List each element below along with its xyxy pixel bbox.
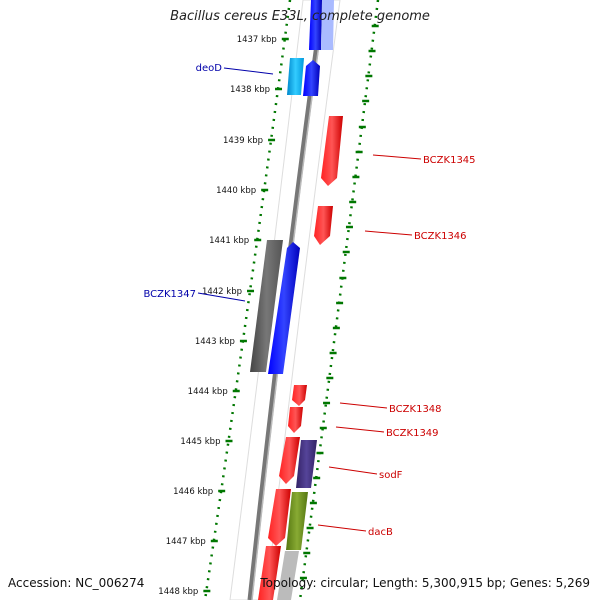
BCZK1349-gene-arrow[interactable] bbox=[288, 407, 303, 433]
BCZK1348-leader-line bbox=[339, 402, 388, 409]
sodF-leader-line bbox=[328, 466, 378, 475]
dacB-gene-arrow[interactable] bbox=[286, 492, 308, 550]
BCZK1345-leader-line bbox=[372, 154, 422, 160]
BCZK1345-gene-arrow[interactable] bbox=[321, 116, 343, 186]
genome-title: Bacillus cereus E33L, complete genome bbox=[170, 9, 430, 24]
kbp-tick-label: 1442 kbp bbox=[202, 287, 242, 297]
gene-label-BCZK1345[interactable]: BCZK1345 bbox=[423, 155, 476, 166]
BCZK1347-gene-arrow[interactable] bbox=[268, 242, 300, 374]
kbp-tick-label: 1439 kbp bbox=[223, 136, 263, 146]
gene-label-BCZK1346[interactable]: BCZK1346 bbox=[414, 231, 467, 242]
gene-label-BCZK1349[interactable]: BCZK1349 bbox=[386, 428, 439, 439]
deoD-feature-cyan[interactable] bbox=[287, 58, 304, 95]
gene-arrow-bottom-red[interactable] bbox=[258, 546, 281, 600]
BCZK1347-leader-line bbox=[197, 292, 246, 302]
dacB-red-arrow[interactable] bbox=[268, 489, 291, 546]
kbp-axis: 1437 kbp 1438 kbp 1439 kbp 1440 kbp 1441 kbp… bbox=[158, 24, 379, 597]
genome-stats-text: Topology: circular; Length: 5,300,915 bp… bbox=[260, 576, 590, 590]
feature-track bbox=[250, 0, 343, 600]
sodF-gene-arrow[interactable] bbox=[296, 440, 317, 488]
dacB-leader-line bbox=[317, 524, 367, 532]
gene-arrow-bottom-gray[interactable] bbox=[277, 551, 299, 600]
gene-arrow-top-light[interactable] bbox=[321, 0, 334, 50]
gene-label-sodF[interactable]: sodF bbox=[379, 470, 403, 481]
gene-labels: deoD BCZK1347 BCZK1345 BCZK1346 BCZK1348… bbox=[143, 63, 475, 538]
deoD-leader-line bbox=[223, 67, 274, 75]
kbp-tick-label: 1446 kbp bbox=[173, 487, 213, 497]
kbp-tick-label: 1448 kbp bbox=[158, 587, 198, 597]
BCZK1348-gene-arrow[interactable] bbox=[292, 385, 307, 406]
gene-arrow-top-forward[interactable] bbox=[309, 0, 322, 50]
kbp-tick-label: 1443 kbp bbox=[195, 337, 235, 347]
gene-label-lines bbox=[197, 67, 422, 532]
gene-label-deoD[interactable]: deoD bbox=[196, 63, 223, 74]
kbp-tick-label: 1444 kbp bbox=[188, 387, 228, 397]
kbp-tick-label: 1441 kbp bbox=[209, 236, 249, 246]
kbp-tick-label: 1445 kbp bbox=[180, 437, 220, 447]
gene-label-BCZK1348[interactable]: BCZK1348 bbox=[389, 404, 442, 415]
kbp-tick-label: 1437 kbp bbox=[237, 35, 277, 45]
left-dotted-boundary bbox=[203, 0, 292, 601]
kbp-tick-label: 1438 kbp bbox=[230, 85, 270, 95]
kbp-tick-label: 1440 kbp bbox=[216, 186, 256, 196]
BCZK1349-leader-line bbox=[335, 426, 385, 433]
BCZK1346-gene-arrow[interactable] bbox=[314, 206, 333, 245]
deoD-gene-arrow[interactable] bbox=[303, 60, 320, 96]
gene-label-dacB[interactable]: dacB bbox=[368, 527, 393, 538]
kbp-tick-label: 1447 kbp bbox=[166, 537, 206, 547]
BCZK1347-feature-gray[interactable] bbox=[250, 240, 283, 372]
right-dotted-boundary bbox=[298, 0, 380, 601]
accession-text: Accession: NC_006274 bbox=[8, 576, 145, 590]
gene-label-BCZK1347[interactable]: BCZK1347 bbox=[143, 289, 196, 300]
sodF-red-arrow[interactable] bbox=[279, 437, 300, 484]
BCZK1346-leader-line bbox=[364, 230, 413, 236]
